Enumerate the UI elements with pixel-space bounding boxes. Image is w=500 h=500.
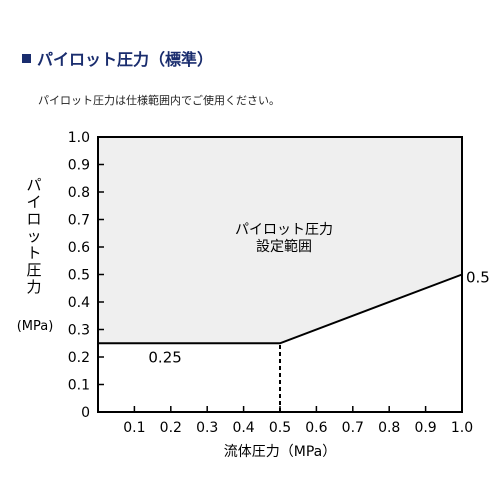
x-tick-label: 0.1 [123, 420, 145, 436]
annotation-label: 0.5 [466, 269, 490, 287]
y-tick-label: 0.9 [68, 158, 90, 174]
y-tick-label: 0.3 [68, 323, 90, 339]
y-tick-label: 0.4 [68, 295, 90, 311]
y-tick-label: 0.1 [68, 378, 90, 394]
y-axis-label: パイロット圧力 [26, 176, 41, 296]
x-tick-label: 0.7 [342, 420, 364, 436]
x-tick-label: 0.8 [378, 420, 400, 436]
usage-note: パイロット圧力は仕様範囲内でご使用ください。 [38, 94, 280, 107]
x-tick-label: 0.5 [269, 420, 291, 436]
y-tick-label: 0.8 [68, 185, 90, 201]
lower-limit-line [98, 273, 463, 345]
x-tick-label: 1.0 [451, 420, 473, 436]
x-tick-label: 0.2 [160, 420, 182, 436]
y-tick-label: 1.0 [68, 130, 90, 146]
x-tick-label: 0.6 [305, 420, 327, 436]
region-label-line2: 設定範囲 [256, 238, 312, 255]
x-tick-label: 0.9 [414, 420, 436, 436]
y-tick-label: 0.5 [68, 268, 90, 284]
y-tick-label: 0 [81, 405, 90, 421]
setting-range-region [98, 137, 462, 344]
region-label-line1: パイロット圧力 [235, 222, 333, 238]
square-bullet-icon [22, 54, 31, 63]
y-tick-label: 0.7 [68, 213, 90, 229]
y-tick-label: 0.2 [68, 350, 90, 366]
x-tick-label: 0.3 [196, 420, 218, 436]
y-axis-unit: (MPa) [17, 319, 54, 334]
annotation-label: 0.25 [148, 348, 181, 366]
y-tick-label: 0.6 [68, 240, 90, 256]
x-axis-label: 流体圧力（MPa） [224, 444, 336, 460]
x-tick-label: 0.4 [232, 420, 254, 436]
page-title: パイロット圧力（標準） [22, 46, 213, 70]
page-title-text: パイロット圧力（標準） [37, 50, 214, 69]
